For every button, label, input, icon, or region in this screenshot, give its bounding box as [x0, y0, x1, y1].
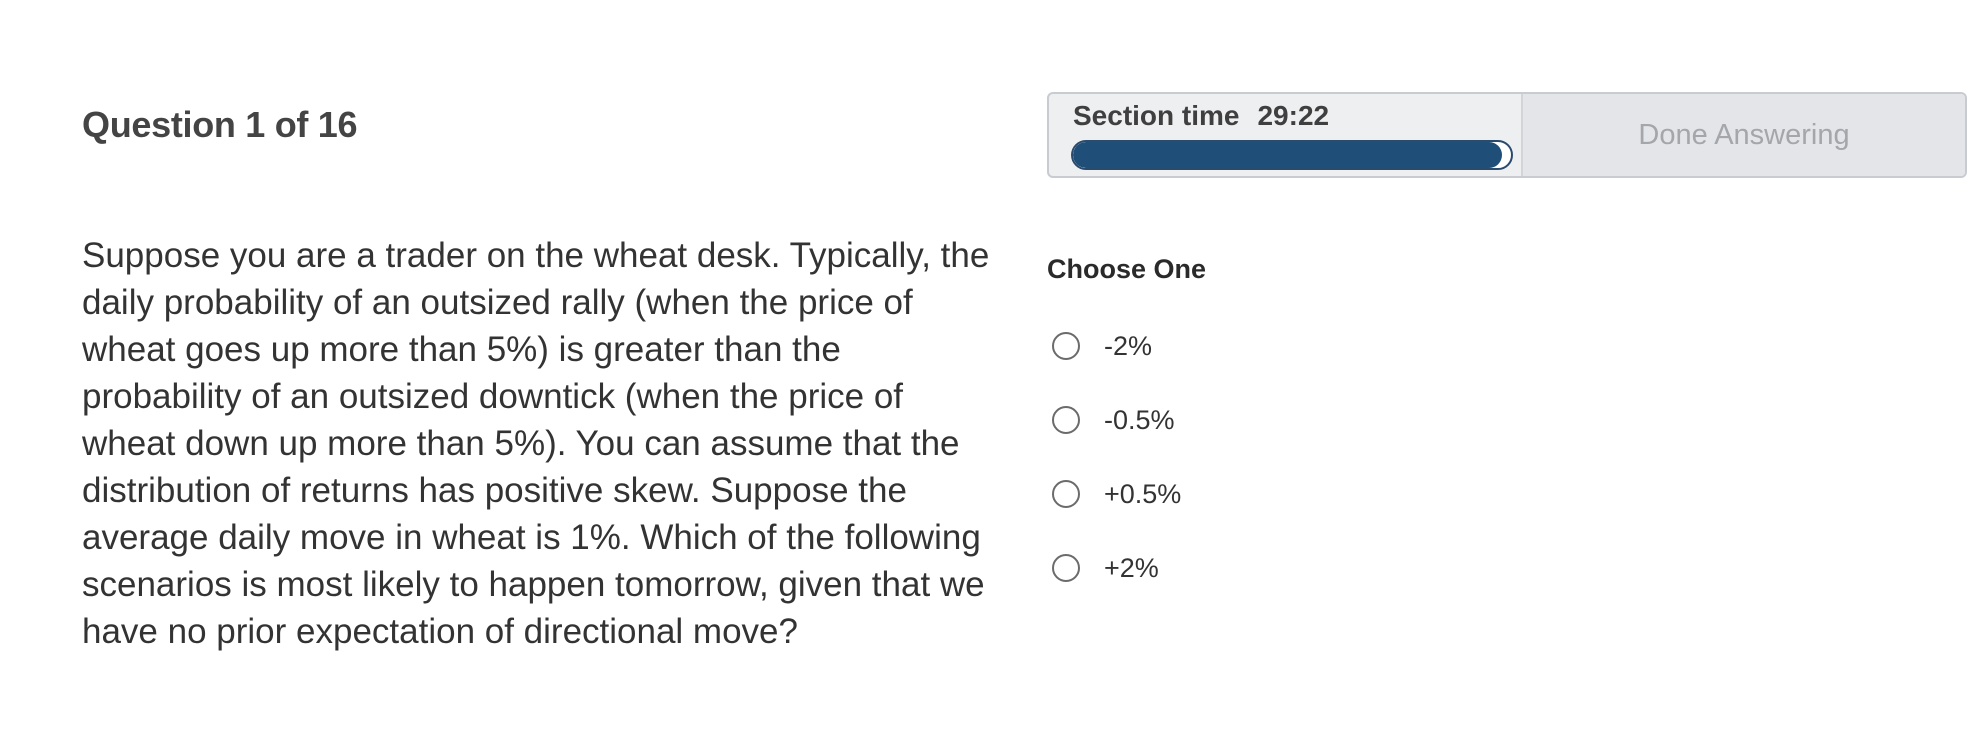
- answer-options: -2% -0.5% +0.5% +2%: [1052, 326, 1181, 622]
- answer-option-label: -0.5%: [1104, 404, 1175, 435]
- answer-option-label: -2%: [1104, 330, 1153, 361]
- section-time-text: Section time: [1073, 100, 1240, 131]
- section-time-label: Section time 29:22: [1073, 100, 1329, 132]
- done-answering-button[interactable]: Done Answering: [1521, 94, 1965, 176]
- timer-panel: Section time 29:22 Done Answering: [1047, 92, 1967, 178]
- answer-option-label: +0.5%: [1104, 478, 1182, 509]
- radio-button[interactable]: [1052, 406, 1080, 434]
- time-progress-bar: [1071, 140, 1513, 170]
- radio-button[interactable]: [1052, 332, 1080, 360]
- answer-option[interactable]: +0.5%: [1052, 474, 1181, 514]
- choose-one-label: Choose One: [1047, 254, 1207, 284]
- radio-button[interactable]: [1052, 554, 1080, 582]
- answer-option-label: +2%: [1104, 552, 1159, 583]
- answer-option[interactable]: -0.5%: [1052, 400, 1181, 440]
- radio-button[interactable]: [1052, 480, 1080, 508]
- section-time-value: 29:22: [1257, 100, 1330, 131]
- question-text: Suppose you are a trader on the wheat de…: [82, 236, 990, 651]
- section-timer: Section time 29:22: [1049, 94, 1519, 176]
- answer-option[interactable]: -2%: [1052, 326, 1181, 366]
- answer-option[interactable]: +2%: [1052, 548, 1181, 588]
- question-header: Question 1 of 16: [82, 104, 358, 145]
- time-progress-fill: [1073, 142, 1503, 168]
